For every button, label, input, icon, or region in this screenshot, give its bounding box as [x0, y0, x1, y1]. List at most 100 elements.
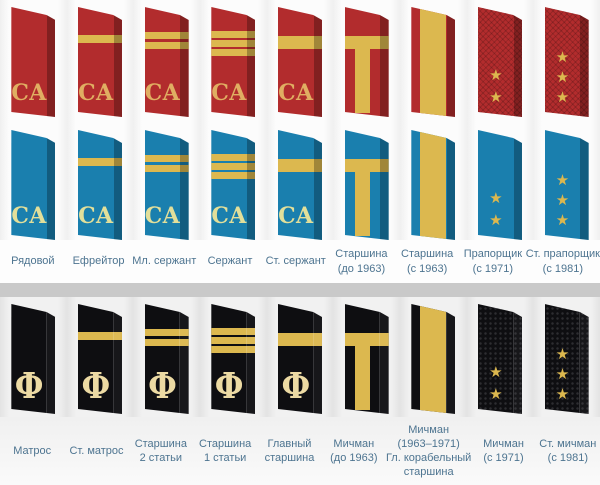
shoulder-board: СА	[144, 7, 189, 117]
cyrillic-cipher-letter: СА	[144, 203, 181, 229]
stripe	[211, 337, 256, 344]
shoulder-board	[411, 304, 456, 414]
army-rank-labels-row: Рядовой Ефрейтор Мл. сержант Сержант Ст. сер…	[0, 240, 600, 283]
shoulder-board-cell: СА	[0, 0, 67, 121]
shoulder-board-cell	[333, 0, 400, 121]
star-icon: ★	[489, 67, 503, 84]
board-fold-shading	[45, 304, 56, 414]
shoulder-board-cell: Ф	[66, 297, 134, 417]
cyrillic-cipher-letter: СА	[11, 203, 47, 229]
army-red-shoulder-board-row: СА СА СА СА СА ★ ★ ★ ★ ★	[0, 0, 600, 121]
rank-label-line: старшина	[264, 452, 315, 464]
board-fold-shading	[513, 7, 522, 117]
shoulder-board: Ф	[211, 304, 256, 414]
shoulder-board-cell: СА	[199, 121, 267, 240]
vertical-stripe	[354, 333, 370, 410]
rank-label-line: Ефрейтор	[72, 255, 125, 267]
shoulder-board: ★ ★ ★	[544, 7, 589, 117]
shoulder-board: Ф	[277, 304, 322, 414]
rank-label: Ст. сержант	[263, 240, 329, 283]
rank-label: Старшина (до 1963)	[329, 240, 395, 283]
board-fold-shading	[580, 7, 589, 117]
stripe	[77, 332, 122, 340]
rank-label-line: Ст. мичман	[539, 438, 597, 450]
board-fold-shading	[445, 304, 456, 414]
shoulder-board-cell: ★ ★	[466, 0, 534, 121]
rank-label-line: Старшина	[134, 438, 187, 450]
rank-label: Ст. матрос	[64, 417, 128, 485]
board-fold-shading	[312, 304, 322, 414]
star-icon: ★	[555, 346, 570, 363]
rank-label: Ст. прапорщик (с 1981)	[526, 240, 600, 283]
rank-label: Мичман (1963–1971) Гл. корабельный старшина	[386, 417, 471, 485]
rank-label-line: Главный	[267, 438, 312, 450]
star-icon: ★	[489, 190, 503, 207]
board-fold-shading	[579, 304, 589, 414]
army-blue-shoulder-board-row: СА СА СА СА СА ★ ★ ★ ★ ★	[0, 121, 600, 240]
cyrillic-cipher-letter: СА	[78, 80, 114, 106]
board-fold-shading	[446, 7, 456, 117]
cyrillic-cipher-letter: СА	[78, 203, 114, 229]
rank-label-line: Мичман	[408, 424, 450, 436]
star-icon: ★	[555, 49, 570, 66]
star-icon: ★	[555, 366, 570, 383]
board-fold-shading	[245, 304, 256, 414]
stripe	[211, 31, 256, 38]
section-divider	[0, 283, 600, 297]
shoulder-board-cell: ★ ★ ★	[533, 297, 600, 417]
vertical-stripe	[354, 36, 370, 113]
board-fold-shading	[113, 130, 122, 240]
board-fold-shading	[379, 304, 389, 414]
wide-stripe	[277, 333, 322, 346]
shoulder-board-cell: СА	[266, 0, 334, 121]
board-fold-shading	[113, 7, 122, 117]
rank-label: Старшина 1 статьи	[193, 417, 257, 485]
rank-label: Ст. мичман (с 1981)	[536, 417, 600, 485]
board-fold-shading	[380, 130, 389, 240]
board-fold-shading	[513, 130, 522, 240]
board-fold-shading	[112, 304, 122, 414]
rank-label: Мичман (с 1971)	[471, 417, 535, 485]
navy-rank-labels-row: Матрос Ст. матрос Старшина 2 статьи Старшина…	[0, 417, 600, 485]
rank-label-line: Сержант	[207, 255, 253, 267]
rank-label-line: (1963–1971)	[397, 438, 460, 450]
stripe	[77, 158, 122, 166]
shoulder-board-cell: Ф	[266, 297, 334, 417]
stripe	[211, 346, 256, 353]
rank-label-line: (до 1963)	[337, 262, 386, 275]
rank-label-line: Ст. прапорщик	[525, 247, 600, 260]
shoulder-board: ★ ★	[477, 130, 522, 240]
star-icon: ★	[489, 89, 503, 106]
shoulder-board: СА	[144, 130, 189, 240]
board-fold-shading	[380, 7, 389, 117]
board-fold-shading	[446, 130, 456, 240]
shoulder-board: ★ ★	[477, 304, 522, 414]
shoulder-board-cell	[399, 297, 467, 417]
cyrillic-cipher-letter: СА	[278, 80, 314, 106]
rank-label: Главный старшина	[257, 417, 321, 485]
rank-label-line: Ст. матрос	[69, 445, 124, 457]
rank-label-line: (с 1971)	[483, 452, 524, 464]
star-icon: ★	[555, 386, 570, 403]
rank-label-line: Ст. сержант	[265, 255, 326, 267]
cyrillic-cipher-letter: СА	[278, 203, 314, 229]
rank-label-line: старшина	[403, 466, 454, 478]
shoulder-board: СА	[77, 130, 122, 240]
shoulder-board-cell	[333, 121, 400, 240]
rank-label: Мичман (до 1963)	[322, 417, 386, 485]
rank-label-line: Старшина	[335, 247, 388, 260]
rank-label: Ефрейтор	[66, 240, 132, 283]
shoulder-board	[411, 130, 456, 240]
rank-label-line: (до 1963)	[330, 452, 378, 464]
rank-label-line: (с 1971)	[472, 262, 514, 275]
stripe	[77, 35, 122, 43]
board-fold-shading	[313, 7, 322, 117]
rank-label-line: 1 статьи	[203, 452, 247, 464]
rank-label: Рядовой	[0, 240, 66, 283]
cyrillic-cipher-letter: СА	[144, 80, 181, 106]
vertical-band	[420, 304, 447, 414]
rank-label-line: Старшина	[401, 247, 454, 260]
wide-stripe	[277, 159, 322, 172]
rank-label-line: Гл. корабельный	[385, 452, 472, 464]
star-icon: ★	[555, 212, 570, 229]
